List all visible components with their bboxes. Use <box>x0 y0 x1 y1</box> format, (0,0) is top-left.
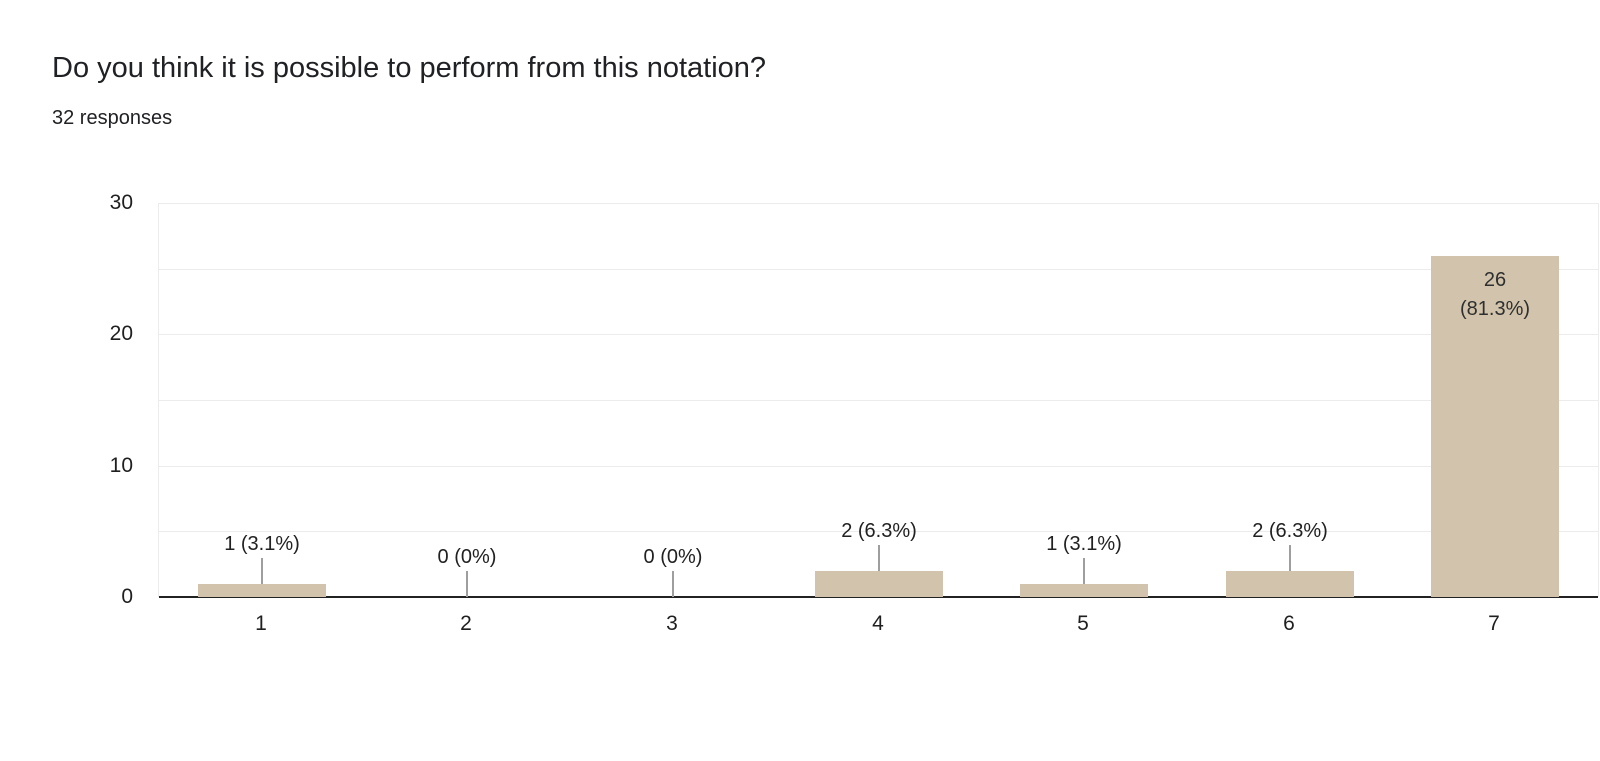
bar-value-label-1: 1 (3.1%) <box>224 533 300 555</box>
bar-category-6[interactable] <box>1226 571 1354 597</box>
gridline-15 <box>159 400 1598 401</box>
x-tick-label-5: 5 <box>1077 612 1089 635</box>
bar-value-label-4: 2 (6.3%) <box>841 520 917 542</box>
bar-value-label-3: 0 (0%) <box>643 546 703 568</box>
label-connector-2 <box>466 571 468 597</box>
x-axis-line <box>159 596 1598 598</box>
label-connector-5 <box>1083 558 1085 584</box>
bar-category-5[interactable] <box>1020 584 1148 597</box>
bar-category-4[interactable] <box>815 571 943 597</box>
y-tick-label-10: 10 <box>109 454 133 477</box>
x-tick-label-1: 1 <box>255 612 267 635</box>
bar-category-1[interactable] <box>198 584 326 597</box>
x-tick-label-2: 2 <box>460 612 472 635</box>
plot-area: 1 (3.1%) 0 (0%) 0 (0%) 2 (6.3%) 1 (3.1%) 2 (6… <box>158 203 1599 598</box>
x-tick-label-6: 6 <box>1283 612 1295 635</box>
bar-value-label-7: 26 (81.3%) <box>1395 266 1595 324</box>
x-tick-label-4: 4 <box>872 612 884 635</box>
label-connector-4 <box>878 545 880 571</box>
label-connector-3 <box>672 571 674 597</box>
bar-category-7[interactable] <box>1431 256 1559 597</box>
bar-value-label-line: (81.3%) <box>1459 298 1531 320</box>
gridline-10 <box>159 466 1598 467</box>
x-tick-label-3: 3 <box>666 612 678 635</box>
label-connector-1 <box>261 558 263 584</box>
gridline-5 <box>159 531 1598 532</box>
bar-value-label-6: 2 (6.3%) <box>1252 520 1328 542</box>
gridline-20 <box>159 334 1598 335</box>
question-title: Do you think it is possible to perform f… <box>52 52 767 84</box>
bar-value-label-line: 26 <box>1483 269 1507 291</box>
bar-value-label-5: 1 (3.1%) <box>1046 533 1122 555</box>
bar-value-label-2: 0 (0%) <box>437 546 497 568</box>
x-tick-label-7: 7 <box>1488 612 1500 635</box>
gridline-30 <box>159 203 1598 204</box>
response-count: 32 responses <box>52 107 173 129</box>
gridline-25 <box>159 269 1598 270</box>
y-tick-label-30: 30 <box>109 191 133 214</box>
label-connector-6 <box>1289 545 1291 571</box>
y-tick-label-0: 0 <box>121 585 133 608</box>
y-tick-label-20: 20 <box>109 322 133 345</box>
